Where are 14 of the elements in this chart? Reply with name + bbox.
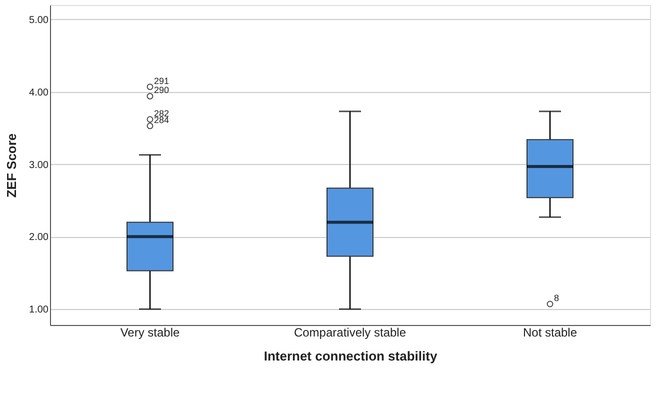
x-tick-label: Not stable xyxy=(522,326,578,340)
annotation: 291 xyxy=(154,76,170,86)
annotation: 282 xyxy=(154,108,170,118)
y-tick-label: 2.00 xyxy=(29,232,49,244)
y-tick-label: 4.00 xyxy=(29,87,49,98)
annotation: 8 xyxy=(554,293,560,304)
x-axis-title: Internet connection stability xyxy=(264,348,438,364)
x-tick-label: Comparatively stable xyxy=(294,326,406,340)
y-tick-label: 5.00 xyxy=(29,14,49,26)
annotation: 290 xyxy=(154,85,170,96)
y-axis-title: ZEF Score xyxy=(4,133,20,198)
y-tick-label: 3.00 xyxy=(29,160,49,171)
x-tick-label: Very stable xyxy=(120,326,180,340)
y-tick-label: 1.00 xyxy=(29,304,49,316)
